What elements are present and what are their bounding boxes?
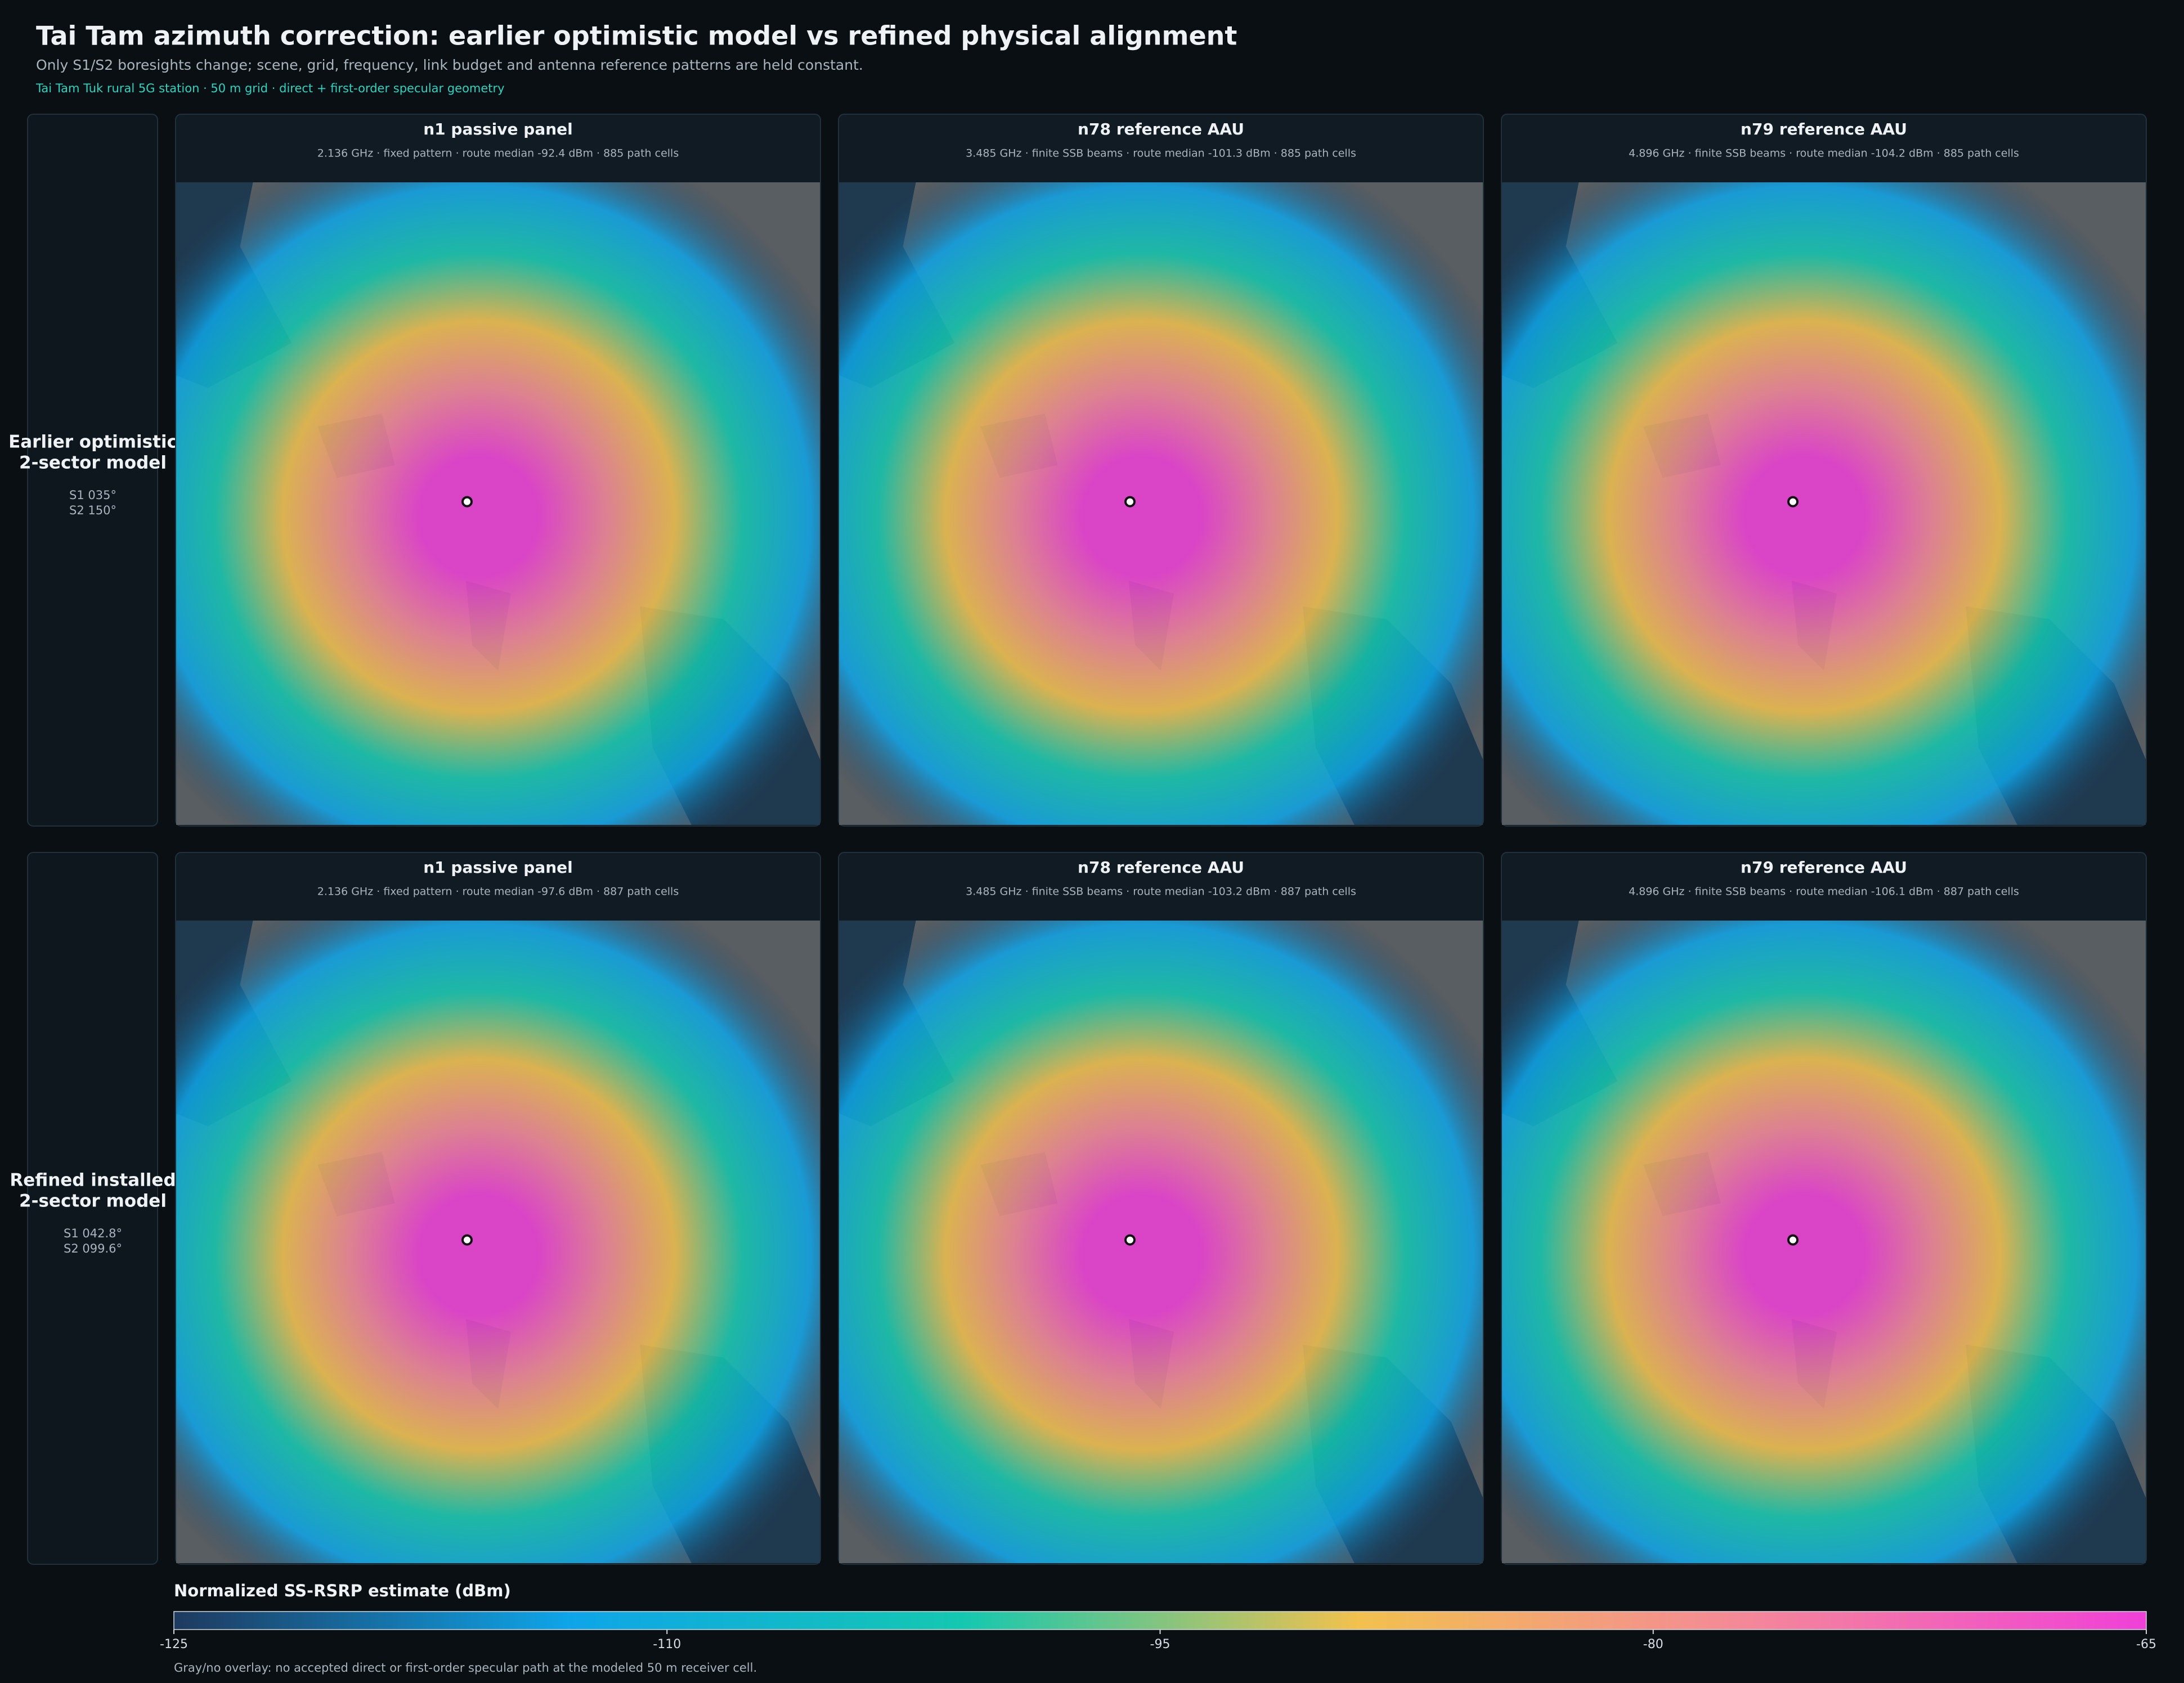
panel-title: n78 reference AAU (1078, 120, 1244, 138)
coverage-overlay (839, 921, 1483, 1563)
map (176, 182, 820, 825)
colorbar-note: Gray/no overlay: no accepted direct or f… (174, 1661, 757, 1675)
row-label: Earlier optimistic (8, 432, 177, 452)
colorbar-tick-label: -125 (160, 1637, 188, 1651)
site-marker (1124, 1234, 1136, 1246)
colorbar-tick-label: -80 (1643, 1637, 1663, 1651)
coverage-overlay (176, 921, 820, 1563)
colorbar (173, 1611, 2147, 1630)
panel-subtitle: 4.896 GHz · finite SSB beams · route med… (1629, 886, 2019, 898)
panel-title: n79 reference AAU (1741, 120, 1907, 138)
azimuth: S1 042.8° (64, 1227, 122, 1240)
panel-title: n78 reference AAU (1078, 858, 1244, 877)
map (839, 921, 1483, 1563)
subtitle: Only S1/S2 boresights change; scene, gri… (36, 57, 863, 73)
coverage-overlay (176, 182, 820, 825)
panel-subtitle: 3.485 GHz · finite SSB beams · route med… (966, 886, 1356, 898)
row-label-box (27, 114, 158, 827)
panel-title: n1 passive panel (423, 858, 572, 877)
row-label: Refined installed (10, 1170, 176, 1191)
row-label: 2-sector model (19, 1191, 167, 1211)
map (839, 182, 1483, 825)
colorbar-title: Normalized SS-RSRP estimate (dBm) (174, 1581, 511, 1600)
colorbar-tick-label: -95 (1150, 1637, 1171, 1651)
row-label: 2-sector model (19, 453, 167, 473)
panel-subtitle: 2.136 GHz · fixed pattern · route median… (317, 886, 679, 898)
coverage-overlay (1502, 921, 2146, 1563)
map (1502, 921, 2146, 1563)
colorbar-tick-label: -65 (2136, 1637, 2156, 1651)
site-marker (1787, 1234, 1799, 1246)
site-marker (1787, 496, 1799, 508)
azimuth: S2 099.6° (64, 1242, 122, 1255)
azimuth: S1 035° (69, 488, 116, 502)
azimuth: S2 150° (69, 504, 116, 517)
map (1502, 182, 2146, 825)
panel-subtitle: 4.896 GHz · finite SSB beams · route med… (1629, 147, 2019, 160)
coverage-overlay (1502, 182, 2146, 825)
panel-subtitle: 2.136 GHz · fixed pattern · route median… (317, 147, 679, 160)
site-marker (461, 496, 473, 508)
panel-title: n79 reference AAU (1741, 858, 1907, 877)
row-label-box (27, 852, 158, 1565)
panel-subtitle: 3.485 GHz · finite SSB beams · route med… (966, 147, 1356, 160)
tag: Tai Tam Tuk rural 5G station · 50 m grid… (35, 82, 505, 95)
panel-title: n1 passive panel (423, 120, 572, 138)
colorbar-tick-label: -110 (653, 1637, 681, 1651)
site-marker (1124, 496, 1136, 508)
map (176, 921, 820, 1563)
site-marker (461, 1234, 473, 1246)
title: Tai Tam azimuth correction: earlier opti… (36, 21, 1237, 51)
coverage-overlay (839, 182, 1483, 825)
